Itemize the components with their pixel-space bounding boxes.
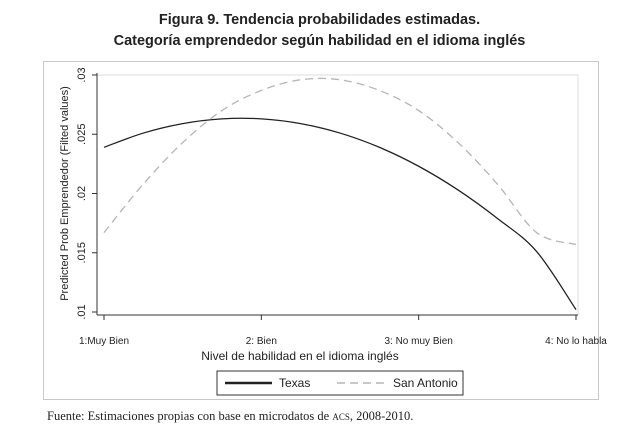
y-tick-label: .03 <box>76 67 88 82</box>
source-note: Fuente: Estimaciones propias con base en… <box>47 409 413 424</box>
source-suffix: , 2008-2010. <box>349 409 414 423</box>
x-axis: 1:Muy Bien 2: Bien 3: No muy Bien 4: No lo … <box>79 314 607 363</box>
legend-label-texas: Texas <box>279 376 310 390</box>
x-tick-label: 1:Muy Bien <box>79 336 129 347</box>
y-tick-label: .01 <box>76 304 88 319</box>
series-layer <box>103 77 577 310</box>
x-tick-label: 3: No muy Bien <box>384 336 452 347</box>
source-acronym: acs <box>332 409 350 423</box>
source-prefix: Fuente: Estimaciones propias con base en… <box>47 409 333 423</box>
figure-title: Figura 9. Tendencia probabilidades estim… <box>158 12 481 28</box>
series-texas-line <box>103 117 577 310</box>
y-axis-title: Predicted Prob Emprendedor (Filted value… <box>59 86 71 301</box>
x-tick-label: 2: Bien <box>246 336 277 347</box>
legend: Texas San Antonio <box>216 370 464 396</box>
y-tick-label: .025 <box>76 124 88 145</box>
series-san-antonio-line <box>103 77 577 246</box>
legend-label-san-antonio: San Antonio <box>393 376 458 390</box>
x-axis-title: Nivel de habilidad en el idioma inglés <box>201 349 398 363</box>
figure-subtitle: Categoría emprendedor según habilidad en… <box>113 33 526 49</box>
y-tick-label: .015 <box>76 242 88 263</box>
chart-frame <box>43 61 599 400</box>
x-tick-label: 4: No lo habla <box>545 336 607 347</box>
y-axis: .01 .015 .02 .025 .03 Predicted Prob Emprende… <box>59 67 98 320</box>
y-tick-label: .02 <box>76 186 88 201</box>
